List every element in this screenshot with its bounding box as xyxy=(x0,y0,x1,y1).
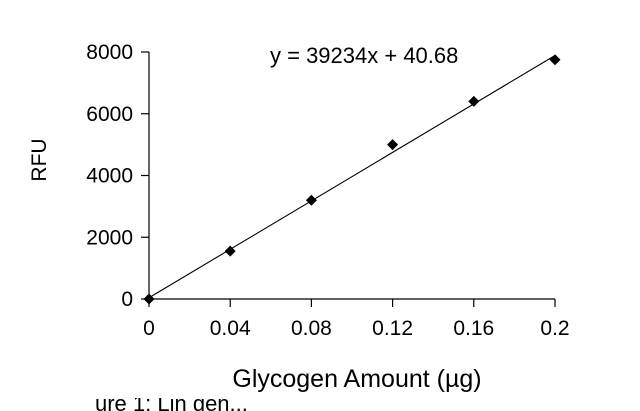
y-tick-labels: 0 2000 4000 6000 8000 xyxy=(86,41,133,311)
data-point xyxy=(143,293,155,305)
trendline-equation: y = 39234x + 40.68 xyxy=(270,43,458,68)
data-point xyxy=(549,54,561,66)
data-point xyxy=(224,245,236,257)
x-tick-label: 0.04 xyxy=(210,317,251,340)
x-tick-label: 0.16 xyxy=(453,317,494,340)
caption-text: ure 1: Lin gen... xyxy=(95,398,248,411)
x-axis-title: Glycogen Amount (µg) xyxy=(232,365,481,393)
x-tick-label: 0.2 xyxy=(540,317,569,340)
y-tick-label: 0 xyxy=(121,288,133,311)
y-tick-label: 8000 xyxy=(86,41,133,64)
x-tick-label: 0.12 xyxy=(372,317,413,340)
data-point xyxy=(468,95,480,107)
y-axis-title: RFU xyxy=(28,138,51,181)
x-axis-ticks xyxy=(148,299,556,307)
x-tick-labels: 0 0.04 0.08 0.12 0.16 0.2 xyxy=(143,317,569,340)
x-tick-label: 0.08 xyxy=(291,317,332,340)
data-point xyxy=(387,139,399,151)
y-tick-label: 6000 xyxy=(86,103,133,126)
y-axis-ticks xyxy=(141,51,149,300)
caption-fragment-cropped: ure 1: Lin gen... xyxy=(0,398,640,411)
y-tick-label: 4000 xyxy=(86,165,133,188)
y-tick-label: 2000 xyxy=(86,226,133,249)
data-points xyxy=(143,54,561,305)
x-tick-label: 0 xyxy=(143,317,155,340)
trendline xyxy=(148,55,556,299)
data-point xyxy=(305,194,317,206)
